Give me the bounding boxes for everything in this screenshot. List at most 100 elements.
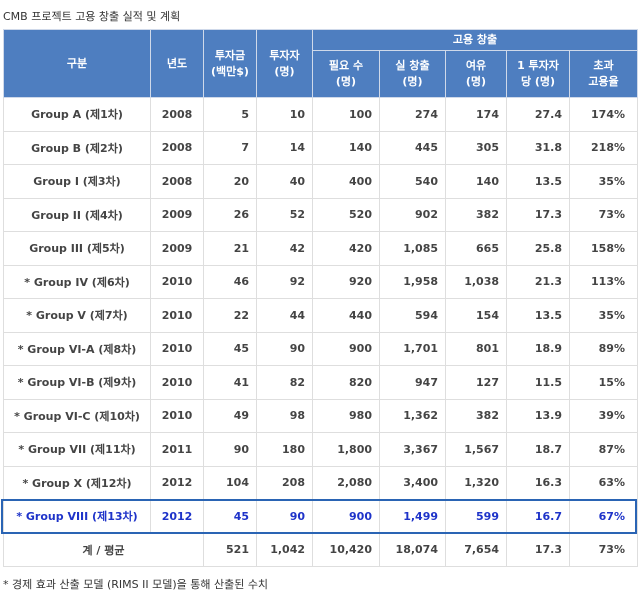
cell-year: 2010 bbox=[150, 365, 204, 400]
table-row: Group A (제1차) 2008 5 10 100 274 174 27.4 174% bbox=[3, 97, 638, 132]
header-excess-rate: 초과 고용율 bbox=[569, 50, 638, 98]
cell-per-investor: 27.4 bbox=[506, 97, 570, 132]
cell-actual: 1,362 bbox=[379, 398, 446, 433]
cell-required: 1,800 bbox=[312, 432, 380, 467]
cell-invest: 104 bbox=[203, 465, 257, 500]
cell-year: 2011 bbox=[150, 432, 204, 467]
cell-excess: 73% bbox=[569, 197, 638, 232]
cell-required: 900 bbox=[312, 331, 380, 366]
table-row: Group B (제2차) 2008 7 14 140 445 305 31.8 218% bbox=[3, 130, 638, 165]
cell-required: 400 bbox=[312, 164, 380, 199]
cell-per-investor: 11.5 bbox=[506, 365, 570, 400]
header-surplus: 여유 (명) bbox=[445, 50, 507, 98]
header-invest-amount: 투자금 (백만$) bbox=[203, 29, 257, 98]
header-group: 구분 bbox=[3, 29, 151, 98]
header-actual: 실 창출 (명) bbox=[379, 50, 446, 98]
cell-excess: 158% bbox=[569, 231, 638, 266]
cell-required: 900 bbox=[312, 499, 380, 534]
cell-invest: 45 bbox=[203, 331, 257, 366]
cell-year: 2008 bbox=[150, 97, 204, 132]
cell-required: 440 bbox=[312, 298, 380, 333]
header-required-text: 필요 수 (명) bbox=[328, 59, 364, 88]
table-row: Group II (제4차) 2009 26 52 520 902 382 17.3 73% bbox=[3, 197, 638, 232]
cell-actual: 3,367 bbox=[379, 432, 446, 467]
cell-invest: 5 bbox=[203, 97, 257, 132]
header-actual-text: 실 창출 (명) bbox=[395, 59, 430, 88]
table-row: * Group VI-C (제10차) 2010 49 98 980 1,362 382 13… bbox=[3, 398, 638, 433]
cell-actual: 274 bbox=[379, 97, 446, 132]
cell-actual: 1,499 bbox=[379, 499, 446, 534]
header-per-investor: 1 투자자 당 (명) bbox=[506, 50, 570, 98]
cell-year: 2010 bbox=[150, 298, 204, 333]
cell-investors: 90 bbox=[256, 499, 313, 534]
cell-group: Group B (제2차) bbox=[3, 130, 151, 165]
cell-year: 2009 bbox=[150, 231, 204, 266]
cell-surplus: 305 bbox=[445, 130, 507, 165]
total-investors: 1,042 bbox=[256, 532, 313, 567]
cell-surplus: 599 bbox=[445, 499, 507, 534]
cell-investors: 82 bbox=[256, 365, 313, 400]
cell-per-investor: 16.7 bbox=[506, 499, 570, 534]
footnote: * 경제 효과 산출 모델 (RIMS II 모델)을 통해 산출된 수치 bbox=[3, 578, 269, 591]
header-invest-amount-text: 투자금 (백만$) bbox=[211, 48, 249, 78]
cell-investors: 10 bbox=[256, 97, 313, 132]
total-label: 계 / 평균 bbox=[3, 532, 204, 567]
cell-investors: 92 bbox=[256, 264, 313, 299]
cell-investors: 44 bbox=[256, 298, 313, 333]
cell-required: 140 bbox=[312, 130, 380, 165]
cell-invest: 22 bbox=[203, 298, 257, 333]
cell-group: * Group V (제7차) bbox=[3, 298, 151, 333]
cell-surplus: 665 bbox=[445, 231, 507, 266]
total-surplus: 7,654 bbox=[445, 532, 507, 567]
cell-excess: 87% bbox=[569, 432, 638, 467]
cell-investors: 40 bbox=[256, 164, 313, 199]
cell-surplus: 174 bbox=[445, 97, 507, 132]
cell-invest: 41 bbox=[203, 365, 257, 400]
header-excess-rate-text: 초과 고용율 bbox=[588, 59, 619, 88]
cell-group: Group A (제1차) bbox=[3, 97, 151, 132]
cell-required: 820 bbox=[312, 365, 380, 400]
header-per-investor-text: 1 투자자 당 (명) bbox=[517, 59, 559, 88]
table-row: * Group IV (제6차) 2010 46 92 920 1,958 1,038 21.… bbox=[3, 264, 638, 299]
cell-investors: 52 bbox=[256, 197, 313, 232]
cell-actual: 947 bbox=[379, 365, 446, 400]
cell-group: Group II (제4차) bbox=[3, 197, 151, 232]
cell-surplus: 1,567 bbox=[445, 432, 507, 467]
cell-actual: 3,400 bbox=[379, 465, 446, 500]
cell-investors: 14 bbox=[256, 130, 313, 165]
cell-invest: 20 bbox=[203, 164, 257, 199]
cell-surplus: 382 bbox=[445, 398, 507, 433]
cell-excess: 39% bbox=[569, 398, 638, 433]
cell-per-investor: 17.3 bbox=[506, 197, 570, 232]
cell-per-investor: 13.5 bbox=[506, 298, 570, 333]
cell-invest: 45 bbox=[203, 499, 257, 534]
table-row: * Group VI-B (제9차) 2010 41 82 820 947 127 11.5 1… bbox=[3, 365, 638, 400]
cell-actual: 445 bbox=[379, 130, 446, 165]
cell-year: 2010 bbox=[150, 331, 204, 366]
table-title: CMB 프로젝트 고용 창출 실적 및 계획 bbox=[3, 10, 181, 23]
cell-investors: 98 bbox=[256, 398, 313, 433]
cell-year: 2008 bbox=[150, 130, 204, 165]
cell-year: 2012 bbox=[150, 499, 204, 534]
cell-required: 980 bbox=[312, 398, 380, 433]
cell-surplus: 140 bbox=[445, 164, 507, 199]
table-row: * Group VI-A (제8차) 2010 45 90 900 1,701 801 18.… bbox=[3, 331, 638, 366]
cell-actual: 1,701 bbox=[379, 331, 446, 366]
cell-actual: 1,958 bbox=[379, 264, 446, 299]
table-row: Group I (제3차) 2008 20 40 400 540 140 13.5 35% bbox=[3, 164, 638, 199]
cell-surplus: 154 bbox=[445, 298, 507, 333]
cell-invest: 26 bbox=[203, 197, 257, 232]
cell-excess: 15% bbox=[569, 365, 638, 400]
cell-per-investor: 16.3 bbox=[506, 465, 570, 500]
cell-surplus: 1,320 bbox=[445, 465, 507, 500]
cell-required: 520 bbox=[312, 197, 380, 232]
cell-excess: 174% bbox=[569, 97, 638, 132]
table-body: Group A (제1차) 2008 5 10 100 274 174 27.4 174% Gr… bbox=[3, 97, 638, 567]
header-surplus-text: 여유 (명) bbox=[465, 59, 487, 88]
cell-group: Group III (제5차) bbox=[3, 231, 151, 266]
cell-per-investor: 13.9 bbox=[506, 398, 570, 433]
cell-excess: 35% bbox=[569, 164, 638, 199]
cell-year: 2010 bbox=[150, 398, 204, 433]
cell-per-investor: 18.9 bbox=[506, 331, 570, 366]
cell-investors: 180 bbox=[256, 432, 313, 467]
